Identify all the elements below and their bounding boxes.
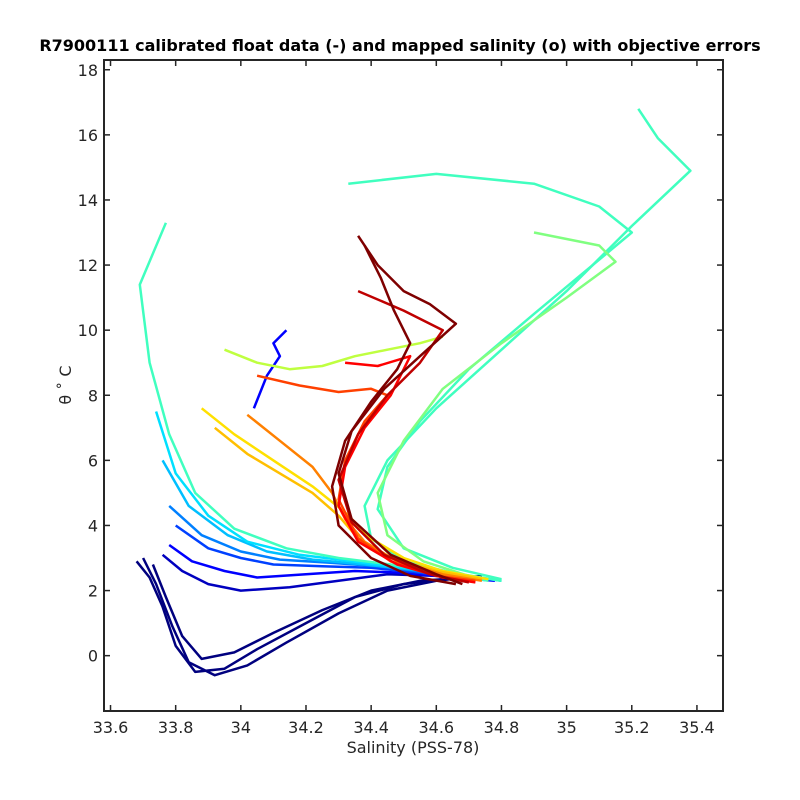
x-tick-label: 33.6 <box>93 718 129 737</box>
plot-frame <box>103 59 724 712</box>
series-line-2 <box>151 564 469 661</box>
y-tick-label: 8 <box>88 386 98 405</box>
chart-title: R7900111 calibrated float data (-) and m… <box>39 36 760 55</box>
x-axis: 33.6 33.8 34 34.2 34.4 34.6 34.8 35 35.2 35.4 <box>93 60 715 737</box>
x-tick-label: 34.6 <box>418 718 454 737</box>
series-line-6 <box>174 524 470 579</box>
x-tick-label: 35.2 <box>614 718 650 737</box>
series-line-1 <box>141 557 483 677</box>
series-line-20 <box>337 289 470 584</box>
series-line-14 <box>224 335 444 371</box>
y-tick-label: 0 <box>88 647 98 666</box>
y-tick-label: 16 <box>78 126 98 145</box>
y-tick-label: 10 <box>78 321 98 340</box>
y-axis: 0 2 4 6 8 10 12 14 16 18 <box>78 61 723 666</box>
series-line-17 <box>246 413 483 583</box>
series-layer <box>135 108 692 677</box>
series-line-5 <box>252 329 288 409</box>
x-tick-label: 35.4 <box>679 718 715 737</box>
y-tick-label: 18 <box>78 61 98 80</box>
y-tick-label: 4 <box>88 516 98 535</box>
y-tick-label: 6 <box>88 451 98 470</box>
y-tick-label: 14 <box>78 191 98 210</box>
x-tick-label: 35 <box>556 718 576 737</box>
x-tick-label: 34.8 <box>484 718 520 737</box>
y-axis-label: θ ˚ C <box>56 365 75 404</box>
series-line-12 <box>348 172 634 581</box>
series-line-22 <box>337 235 463 586</box>
x-tick-label: 34.2 <box>288 718 324 737</box>
series-line-13 <box>376 231 617 578</box>
x-tick-label: 34 <box>231 718 251 737</box>
y-tick-label: 12 <box>78 256 98 275</box>
x-axis-label: Salinity (PSS-78) <box>347 738 480 757</box>
y-tick-label: 2 <box>88 582 98 601</box>
x-tick-label: 33.8 <box>158 718 194 737</box>
x-tick-label: 34.4 <box>353 718 389 737</box>
